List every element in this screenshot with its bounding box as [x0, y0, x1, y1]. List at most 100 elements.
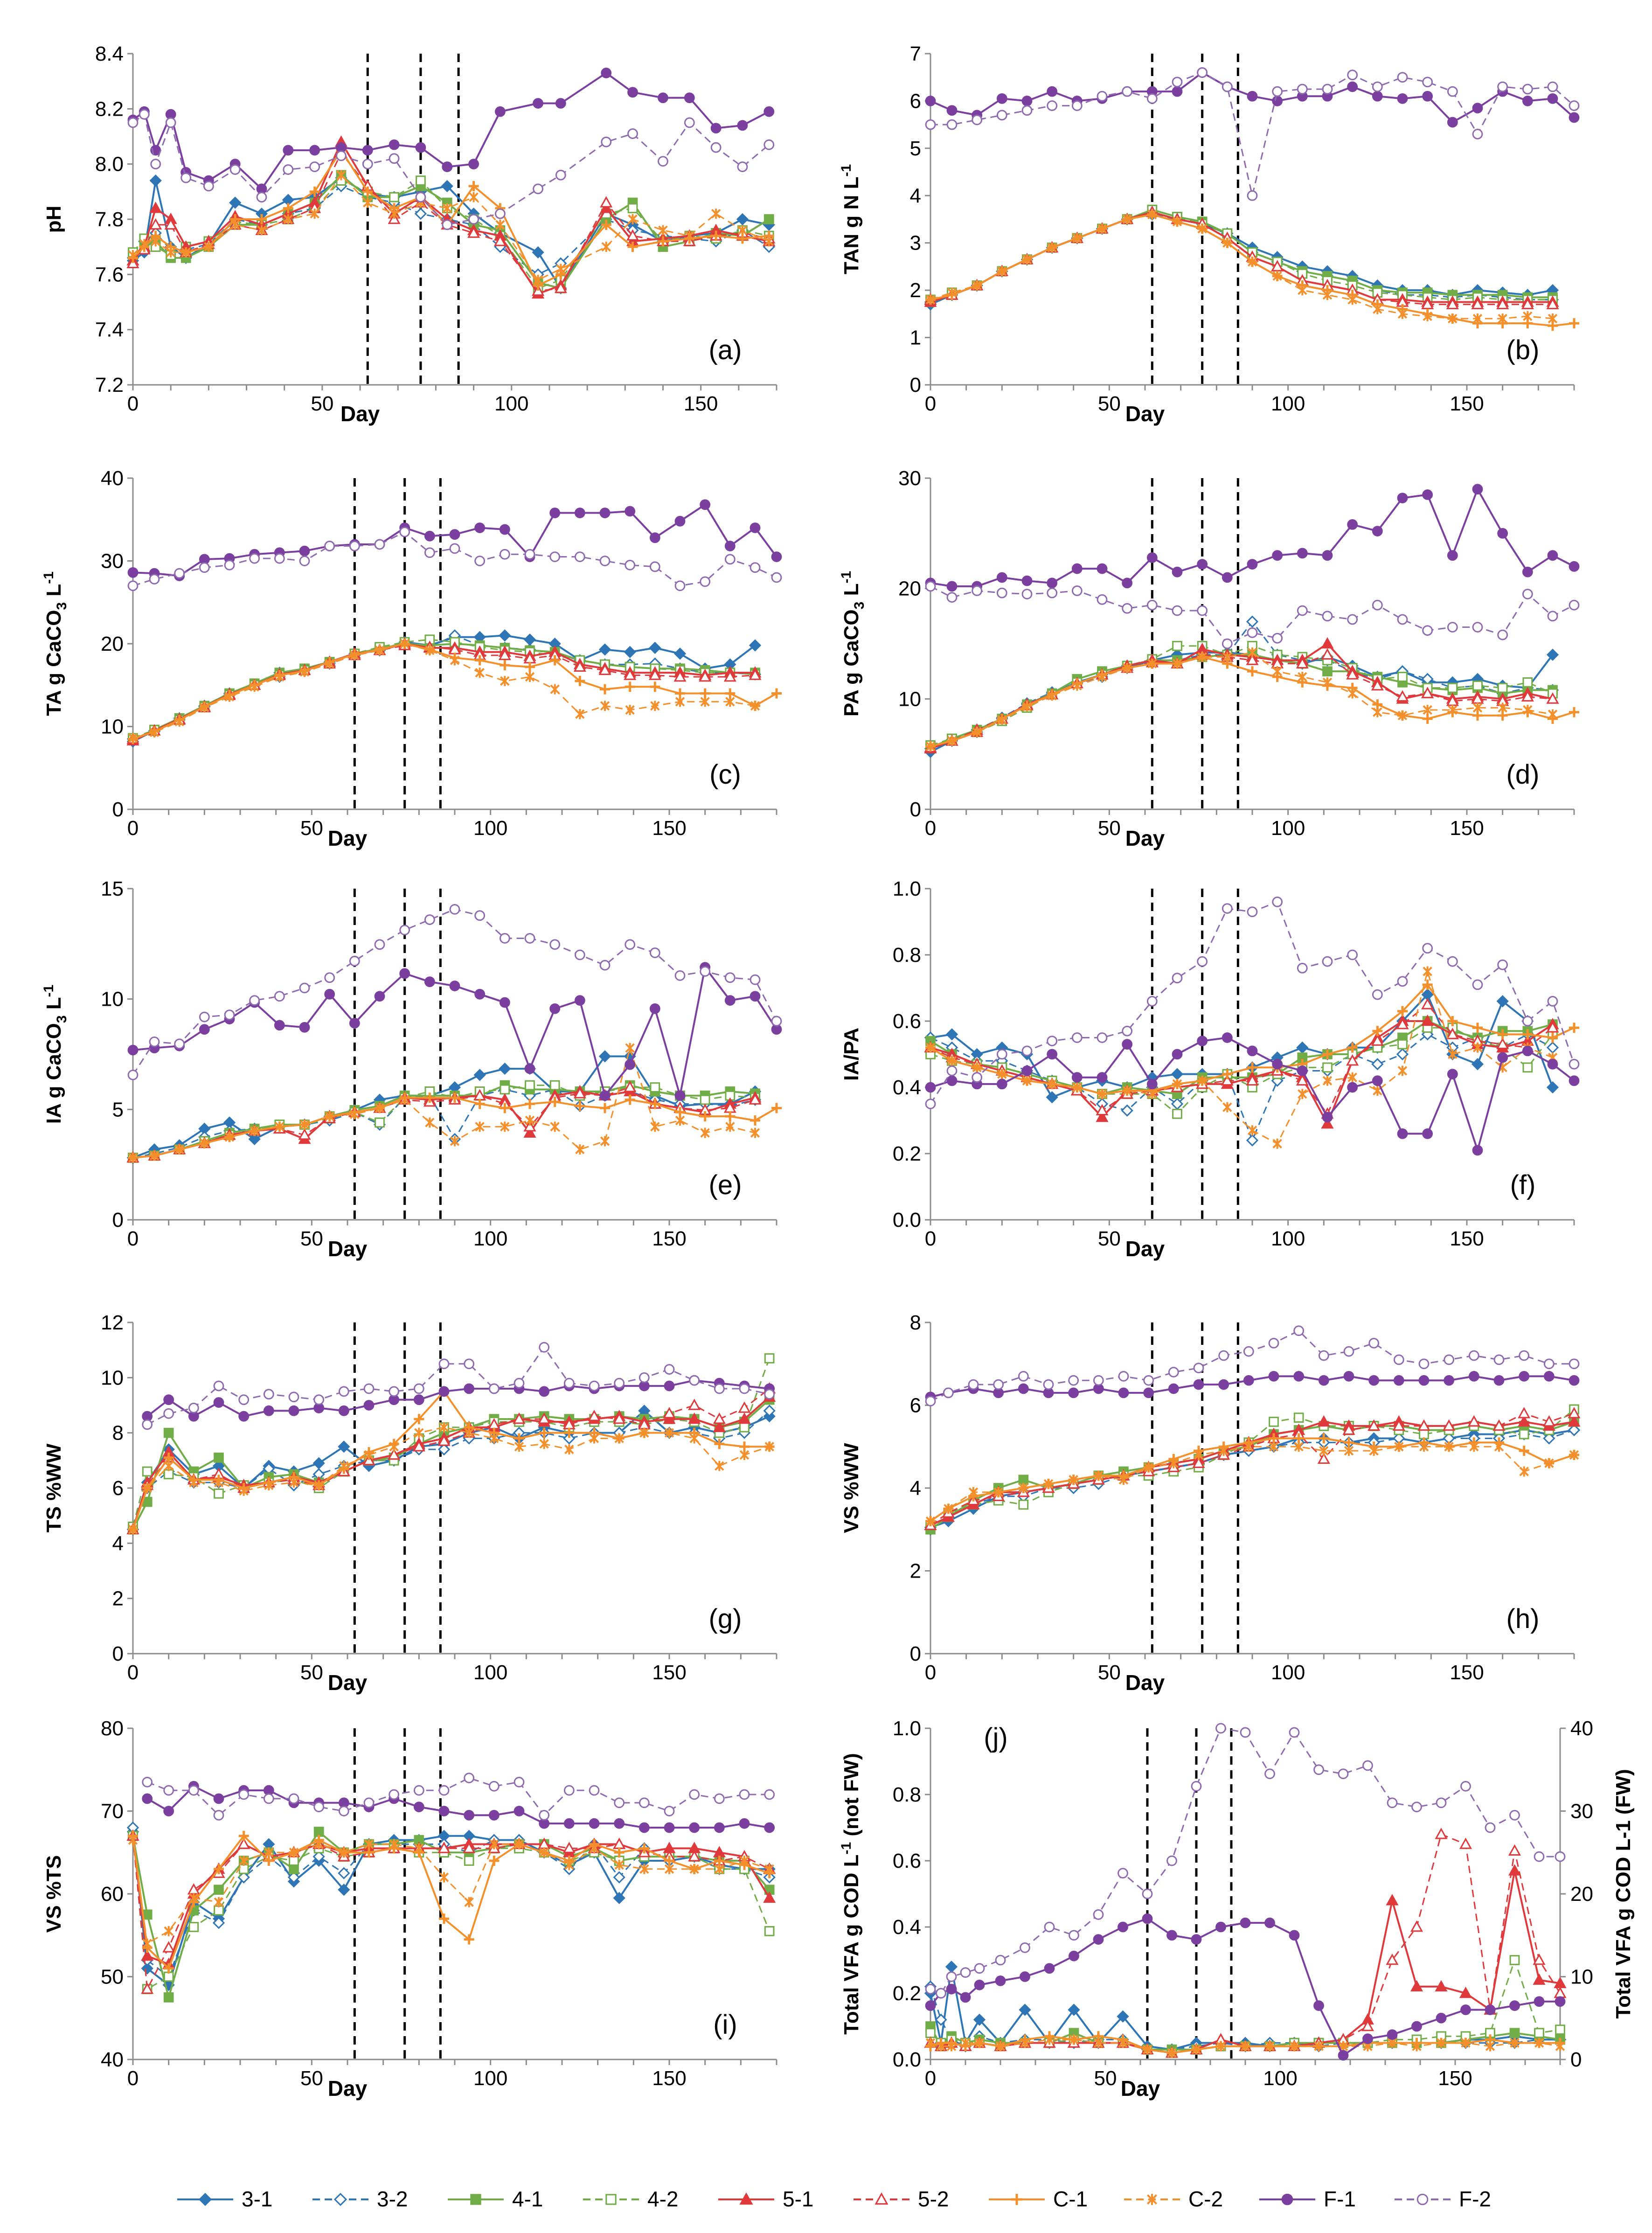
data-point [224, 1009, 235, 1021]
data-point [439, 1422, 449, 1433]
data-point [1569, 100, 1580, 111]
x-axis-label: Day [328, 1237, 368, 1261]
data-point [283, 145, 294, 156]
data-point [1485, 1822, 1496, 1833]
data-point [1522, 83, 1533, 95]
series-line [132, 1426, 770, 1530]
data-point [150, 159, 161, 170]
data-point [674, 1090, 686, 1101]
data-point [163, 1427, 174, 1438]
series-4-2 [128, 175, 774, 293]
data-point [1047, 577, 1058, 589]
x-axis-label: Day [1125, 1670, 1165, 1695]
series-C-1 [925, 209, 1579, 331]
y-tick-label: 7.6 [95, 263, 124, 286]
data-point [996, 93, 1007, 104]
data-point [1497, 528, 1508, 539]
data-point [658, 156, 668, 167]
data-point [1372, 81, 1383, 92]
data-point [1371, 679, 1384, 691]
data-point [1020, 1942, 1030, 1953]
data-point [1397, 1065, 1408, 1076]
data-point [1096, 1104, 1109, 1115]
x-tick-label: 100 [1271, 1227, 1305, 1250]
data-point [149, 202, 162, 213]
data-point [488, 1809, 500, 1821]
data-point [1422, 77, 1433, 88]
data-point [1446, 1028, 1459, 1039]
legend-item-3-1: 3-1 [177, 2187, 272, 2211]
data-point [1546, 648, 1559, 661]
data-point [283, 203, 293, 214]
data-point [1543, 1432, 1555, 1445]
y-tick-label: 7.4 [95, 319, 124, 341]
data-point [309, 161, 320, 172]
data-point [1472, 129, 1483, 139]
data-point [688, 1412, 701, 1424]
data-point [464, 1427, 474, 1438]
data-point [1197, 1075, 1207, 1086]
data-point [362, 159, 373, 170]
y-axis-label: VS %TS [42, 1855, 65, 1933]
data-point [1546, 1081, 1559, 1094]
data-point [764, 1789, 775, 1800]
data-point [283, 164, 294, 175]
data-point [925, 1396, 936, 1407]
data-point [224, 691, 235, 702]
data-point [1047, 86, 1058, 97]
data-point [1459, 1837, 1472, 1849]
data-point [189, 1477, 199, 1488]
data-point [513, 1412, 526, 1424]
data-point [771, 688, 782, 699]
data-point [1272, 271, 1282, 281]
data-point [362, 145, 373, 156]
y-tick-label: 0.0 [893, 1209, 921, 1231]
data-point [700, 1094, 710, 1105]
data-point [539, 1847, 549, 1858]
data-point [600, 202, 613, 213]
data-point [650, 701, 660, 711]
data-point [649, 561, 660, 572]
data-point [925, 2000, 936, 2011]
data-point [1272, 897, 1283, 907]
data-point [188, 1785, 199, 1796]
data-point [556, 264, 566, 274]
data-point [1246, 1134, 1259, 1147]
y-tick-label: 40 [101, 467, 124, 490]
data-point [415, 192, 426, 203]
data-point [1422, 943, 1433, 954]
data-point [1523, 705, 1533, 715]
x-axis-label: Day [1121, 2076, 1160, 2101]
data-point [664, 1822, 675, 1833]
data-point [1197, 605, 1208, 616]
data-point [499, 1062, 511, 1075]
data-point [1322, 290, 1333, 300]
data-point [264, 1480, 274, 1491]
data-point [1093, 1375, 1104, 1386]
data-point [1554, 1986, 1567, 1998]
data-point [1496, 995, 1509, 1008]
data-point [1222, 572, 1233, 583]
data-point [1423, 966, 1432, 977]
data-point [524, 1063, 535, 1074]
data-point [763, 1891, 776, 1903]
data-point [711, 230, 722, 241]
x-tick-label: 0 [925, 1227, 936, 1250]
data-point [364, 1450, 374, 1460]
data-point [750, 974, 761, 985]
data-point [1118, 1387, 1129, 1398]
y-tick-label: 8 [112, 1422, 124, 1445]
panel-j: 0.0 0.2 0.4 0.6 0.8 1.0 0 10 20 30 40 0 50 100 150 Day T… [839, 1717, 1635, 2101]
data-point [1447, 956, 1458, 967]
data-point [627, 203, 638, 214]
data-point [1093, 1909, 1104, 1920]
data-point [213, 1809, 224, 1821]
data-point [1522, 1045, 1533, 1057]
data-point [946, 1983, 957, 1995]
series-line [930, 488, 1575, 587]
data-point [1298, 285, 1307, 296]
data-point [1543, 1358, 1555, 1370]
data-point [1419, 1429, 1429, 1440]
data-point [1533, 1953, 1546, 1965]
